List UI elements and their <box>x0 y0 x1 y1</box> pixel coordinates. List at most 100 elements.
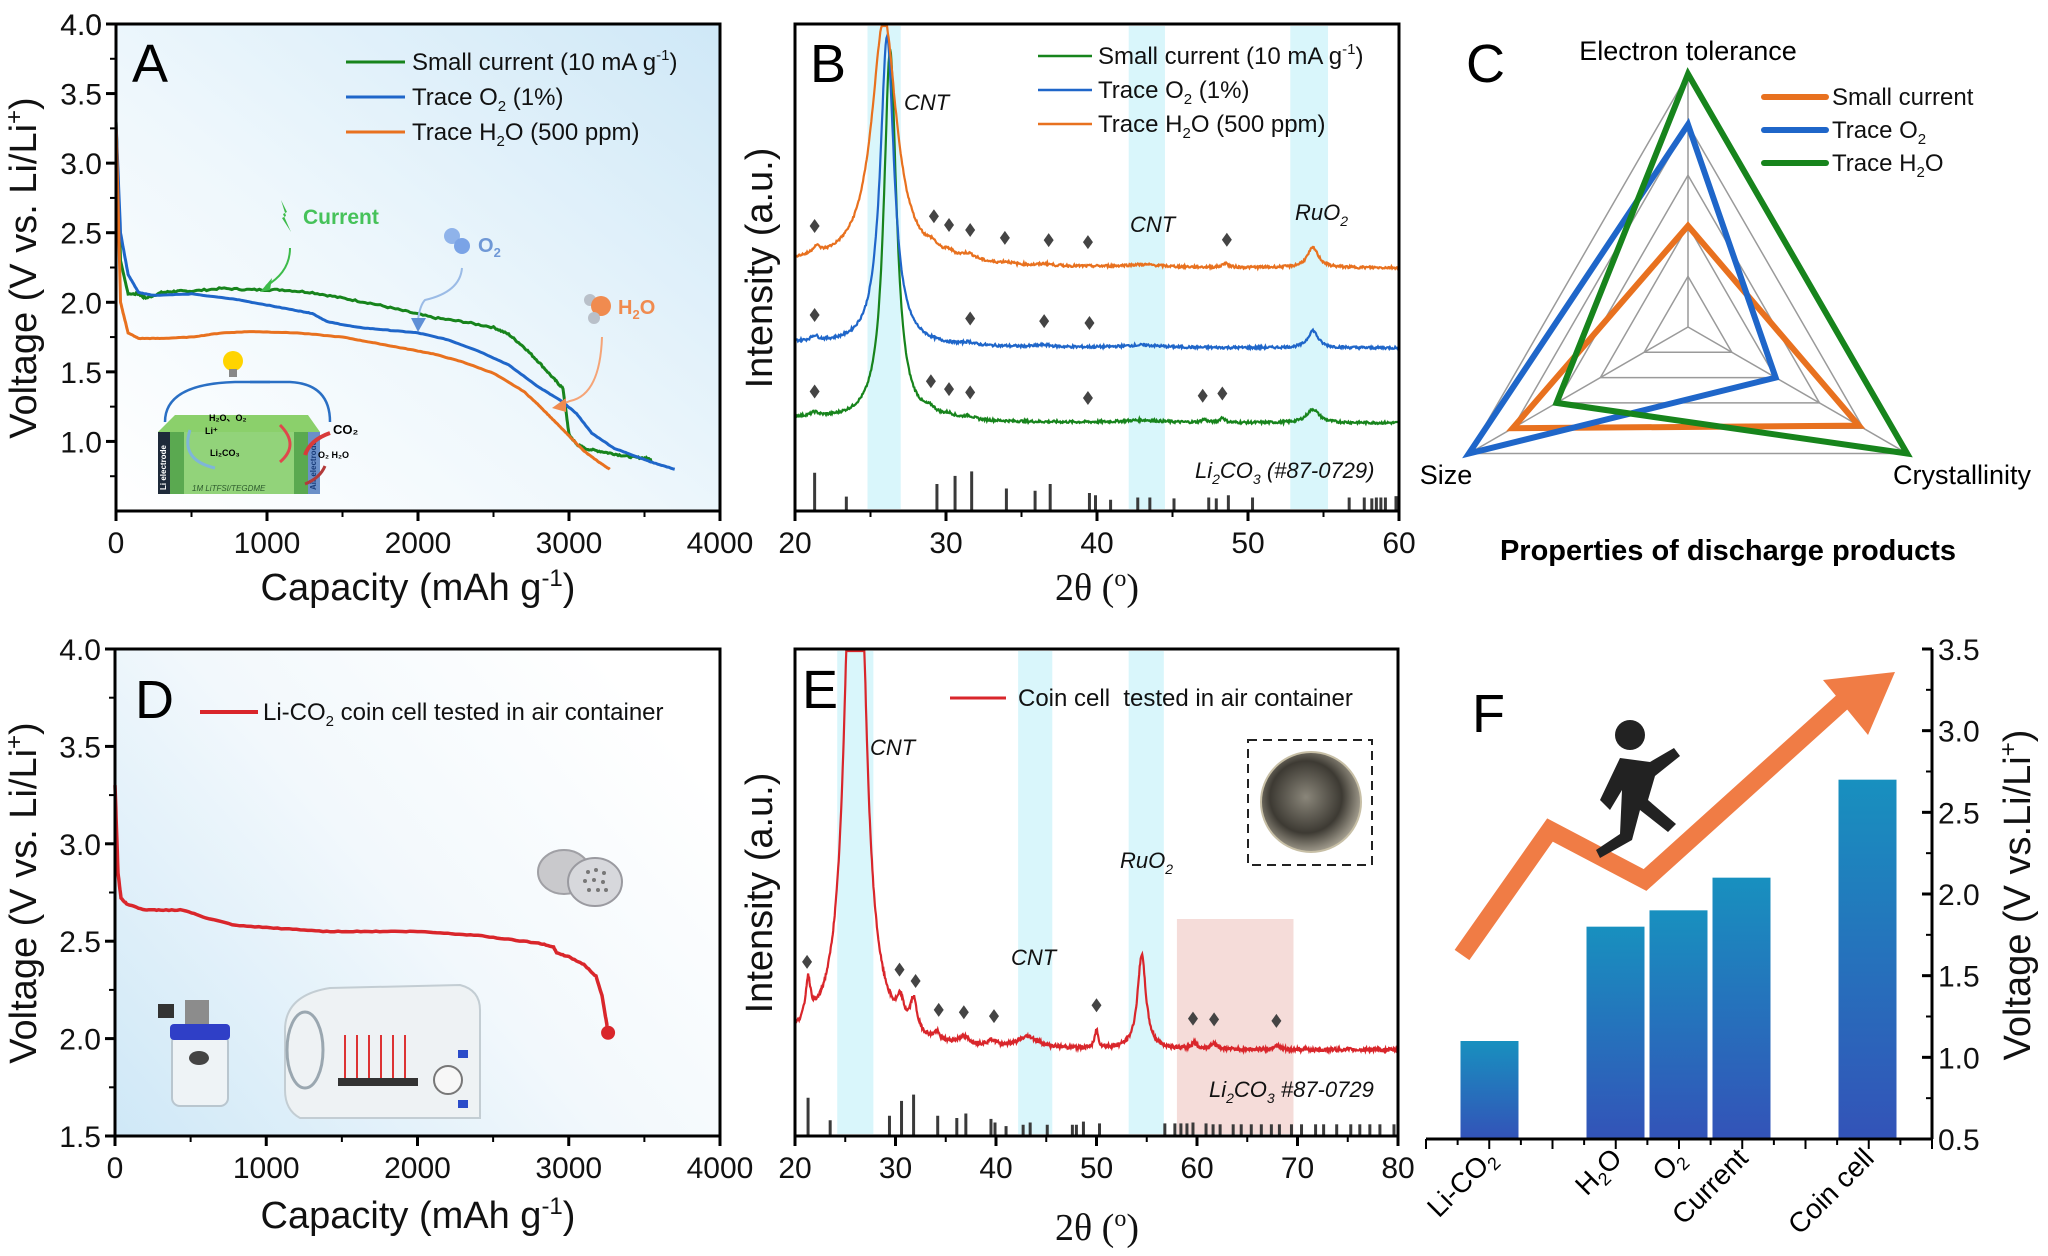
li-electrode-label: Li electrode <box>159 445 168 490</box>
li2co3-marker-icon <box>933 1002 944 1017</box>
inset-co2: CO₂ <box>333 422 359 437</box>
category-label: H2O <box>1569 1142 1631 1204</box>
x-tick-label: 0 <box>107 1152 124 1185</box>
li-ion-arrow-icon <box>186 429 216 470</box>
legend-sub: 2 <box>1918 131 1926 148</box>
li2co3-marker-icon <box>1084 316 1095 331</box>
h2o-hydrogen-atom <box>588 312 600 324</box>
li2co3-marker-icon <box>965 311 976 326</box>
rising-arrow-icon <box>1454 672 1895 961</box>
panel-label-f: F <box>1472 684 1505 744</box>
reference-peaks-e <box>806 1094 1396 1136</box>
container-icon <box>284 983 481 1119</box>
legend-b-label: Trace H2O (500 ppm) <box>1098 111 1326 142</box>
air-container-photo <box>284 983 481 1119</box>
highlight-band <box>1128 26 1165 509</box>
x-tick-label: 80 <box>1381 1152 1414 1185</box>
o2-molecule-icon <box>444 228 460 244</box>
y-tick-label: 1.5 <box>1938 961 1980 994</box>
co2-arrow-icon <box>303 431 331 456</box>
separator-right <box>294 432 308 494</box>
o2-molecule-atom <box>454 238 470 254</box>
coin-photo-inset <box>1247 739 1373 866</box>
plot-d-series <box>113 785 616 1040</box>
y-tick-label: 3.5 <box>59 731 101 764</box>
legend-text: ) <box>1355 43 1363 70</box>
air-electrode-label: Air electrode <box>309 441 318 490</box>
y-tick-label: 2.0 <box>60 287 102 320</box>
highlight-band <box>1128 651 1164 1134</box>
legend-text: Trace O <box>1098 77 1184 104</box>
cell-top <box>158 415 320 432</box>
peak-label-cnt-1: CNT <box>870 735 917 760</box>
y-tick-label: 3.0 <box>1938 716 1980 749</box>
li2co3-marker-icon <box>1209 1012 1220 1027</box>
radar-series-green <box>1552 67 1913 458</box>
annotation-current: Current <box>260 200 379 292</box>
panel-d: 0 1000 2000 3000 4000 1.5 2.0 2.5 3.0 3.5 4.0 D Li… <box>1 634 753 1237</box>
legend-text: O (500 ppm) <box>505 119 640 146</box>
radar-spoke <box>1687 326 1908 455</box>
inset-h2o-o2: H₂O、O₂ <box>209 413 247 423</box>
x-tick-label: 4000 <box>687 1152 754 1185</box>
series-line-orange <box>793 24 1400 272</box>
highlight-bands-e <box>837 651 1294 1134</box>
legend-a: Small current (10 mA g-1)Trace O2 (1%)Tr… <box>346 47 677 150</box>
plot-e-axes: 20 30 40 50 60 70 80 <box>778 1136 1415 1185</box>
h2o-arrow-icon <box>559 336 603 406</box>
bar-h2o <box>1586 926 1645 1139</box>
x-tick-label: 60 <box>1382 527 1415 560</box>
panel-label-d: D <box>135 670 174 730</box>
x-axis-label-a: Capacity (mAh g-1) <box>261 565 576 609</box>
plot-a-axes: 0 1000 2000 3000 40001.01.52.02.53.03.54.04.… <box>60 9 753 560</box>
container-cells <box>344 1035 406 1080</box>
x-axis-label-e: 2θ (o) <box>1055 1206 1139 1249</box>
container-valve-bottom <box>458 1100 468 1108</box>
y-tick-label: 4.0 <box>59 634 101 667</box>
x-tick-label: 20 <box>778 1152 811 1185</box>
y-axis-label-e: Intensity (a.u.) <box>739 773 781 1014</box>
radar-axis-electron-tolerance: Electron tolerance <box>1579 36 1797 66</box>
bar-coin-cell <box>1838 779 1897 1139</box>
series-line-red <box>113 785 610 1033</box>
peak-label-cnt-1: CNT <box>904 90 951 115</box>
coin-cell-photo-icon <box>1260 751 1362 853</box>
test-bottle-photo <box>158 1000 230 1107</box>
radar-title: Properties of discharge products <box>1500 535 1956 567</box>
separator-left <box>170 432 184 494</box>
li2co3-marker-icon <box>1271 1013 1282 1028</box>
y-axis-label-f: Voltage (V vs.Li/Li+) <box>1995 730 2039 1061</box>
panel-label-b: B <box>810 34 846 94</box>
legend-text: Trace H <box>1832 150 1916 177</box>
bottle-cap <box>170 1024 230 1040</box>
inset-dashed-frame <box>1247 739 1373 866</box>
lightbulb-icon <box>223 351 243 371</box>
y-tick-label: 4.0 <box>60 9 102 42</box>
panel-b: 20 30 40 50 60 B Small current (10 mA g-1) Tr… <box>739 22 1416 609</box>
li2co3-marker-icon <box>1043 233 1054 248</box>
legend-sub: 2 <box>496 133 504 150</box>
legend-text: ) <box>669 49 677 76</box>
radar-axis-size: Size <box>1420 460 1473 490</box>
bar-current <box>1712 877 1771 1139</box>
y-axis-label-a: Voltage (V vs. Li/Li+) <box>1 97 45 438</box>
end-point-marker <box>601 1025 616 1040</box>
highlight-band <box>837 651 874 1134</box>
category-label: Li-CO2 <box>1421 1142 1505 1226</box>
y-tick-label: 4.0 <box>60 9 102 42</box>
li2co3-marker-icon <box>925 374 936 389</box>
highlight-band <box>1290 26 1329 509</box>
x-tick-label: 70 <box>1281 1152 1314 1185</box>
legend-a-label: Small current (10 mA g-1) <box>412 47 677 76</box>
o2-arrow-icon <box>417 267 463 321</box>
coin-cell-casing-photo <box>537 849 623 907</box>
rising-arrowhead <box>1823 672 1895 735</box>
bar-o2 <box>1649 910 1708 1139</box>
y-axis-label-b: Intensity (a.u.) <box>739 148 781 389</box>
bottle-valve <box>185 1000 209 1024</box>
o2-arrowhead <box>411 318 426 332</box>
panel-label-a: A <box>132 34 168 94</box>
category-label: Coin cell <box>1782 1142 1880 1240</box>
